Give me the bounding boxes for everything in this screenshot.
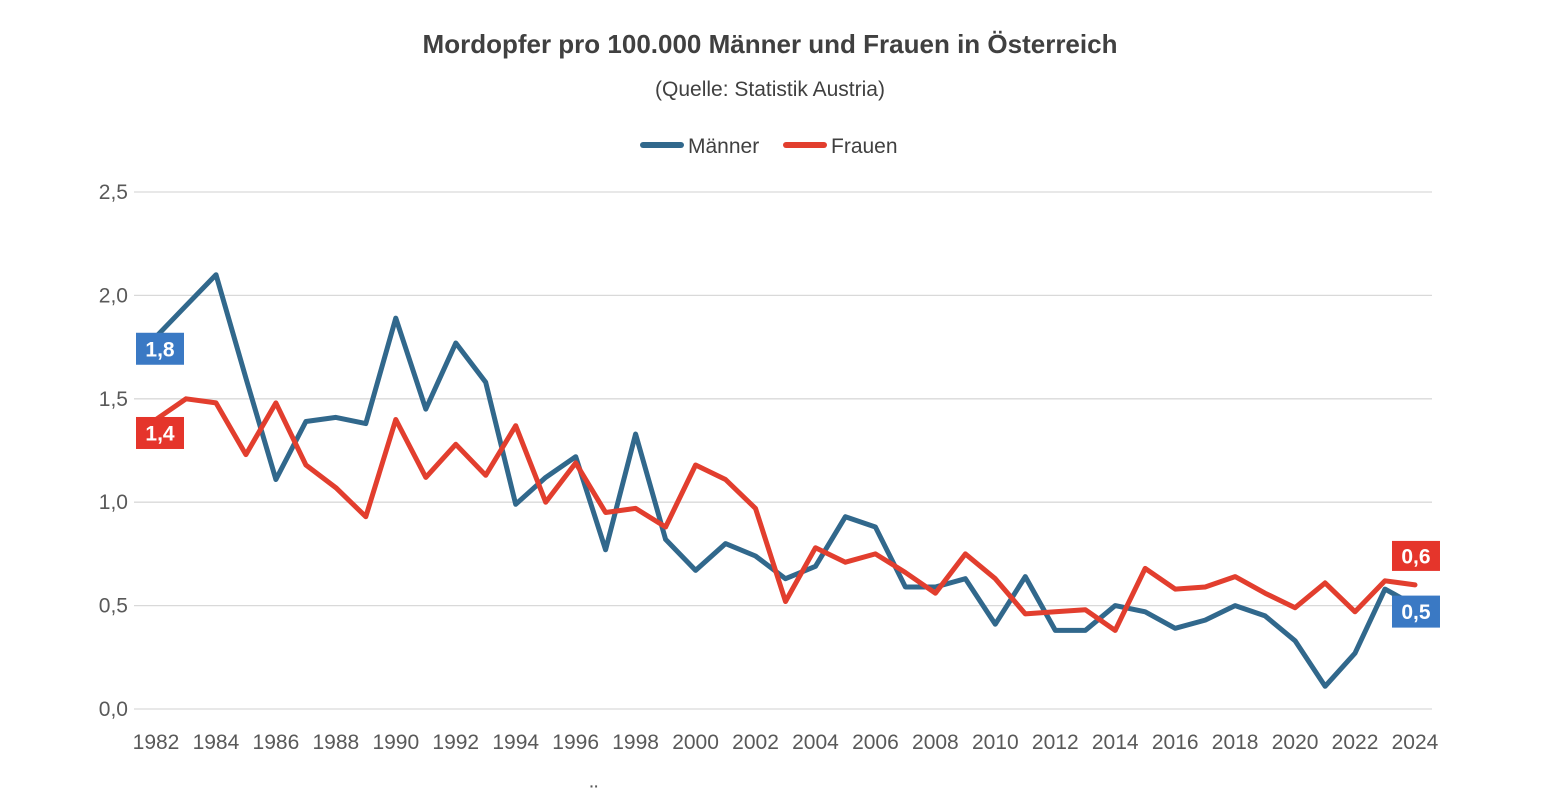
chart-subtitle: (Quelle: Statistik Austria) bbox=[655, 78, 885, 101]
point-label-text: 1,8 bbox=[145, 338, 175, 361]
x-tick-label: 2006 bbox=[852, 731, 899, 754]
x-tick-label: 2008 bbox=[912, 731, 959, 754]
y-axis-tick-labels: 0,0 0,5 1,0 1,5 2,0 2,5 bbox=[99, 181, 128, 721]
x-tick-label: 1984 bbox=[193, 731, 240, 754]
x-tick-label: 1988 bbox=[312, 731, 359, 754]
point-label-box-1-4 bbox=[136, 416, 184, 449]
point-label-text: 0,6 bbox=[1401, 545, 1430, 568]
x-tick-label: 2024 bbox=[1392, 731, 1439, 754]
point-label-box-0-5 bbox=[1391, 595, 1440, 628]
series-line-frauen bbox=[153, 396, 1418, 633]
y-tick-label: 1,0 bbox=[99, 491, 128, 514]
data-series bbox=[153, 272, 1418, 689]
point-label-box-1-8 bbox=[136, 332, 184, 365]
y-tick-label: 0,0 bbox=[99, 698, 128, 721]
y-tick-label: 1,5 bbox=[99, 388, 128, 411]
x-tick-label: 1986 bbox=[253, 731, 300, 754]
x-tick-label: 2012 bbox=[1032, 731, 1079, 754]
x-tick-label: 1994 bbox=[492, 731, 539, 754]
x-tick-label: 1990 bbox=[372, 731, 419, 754]
gridlines bbox=[134, 191, 1432, 710]
point-label-text: 0,5 bbox=[1401, 601, 1431, 624]
point-label-text: 1,4 bbox=[145, 422, 175, 445]
x-axis-tick-labels: 1982 1984 1986 1988 1990 1992 1994 1996 1998 2000… bbox=[133, 731, 1439, 754]
x-tick-label: 2010 bbox=[972, 731, 1019, 754]
x-tick-label: 2020 bbox=[1272, 731, 1319, 754]
legend-label-männer: Männer bbox=[688, 135, 759, 158]
x-tick-label: 2002 bbox=[732, 731, 779, 754]
x-tick-label: 2000 bbox=[672, 731, 719, 754]
legend-label-frauen: Frauen bbox=[831, 135, 898, 158]
series-line-männer bbox=[153, 272, 1418, 689]
point-label-box-0-6 bbox=[1391, 540, 1440, 571]
legend-swatch-frauen bbox=[783, 142, 827, 148]
x-tick-label: 2018 bbox=[1212, 731, 1259, 754]
x-tick-label: 2022 bbox=[1332, 731, 1379, 754]
y-tick-label: 2,5 bbox=[99, 181, 128, 204]
x-tick-label: 1996 bbox=[552, 731, 599, 754]
y-tick-label: 2,0 bbox=[99, 284, 128, 307]
legend-swatch-männer bbox=[640, 142, 684, 148]
x-tick-label: 2014 bbox=[1092, 731, 1139, 754]
x-tick-label: 1982 bbox=[133, 731, 180, 754]
chart-title: Mordopfer pro 100.000 Männer und Frauen … bbox=[423, 29, 1118, 59]
data-point-labels: 1,8 1,4 0,6 0,5 bbox=[136, 332, 1440, 628]
x-tick-label: 2016 bbox=[1152, 731, 1199, 754]
cutoff-text-fragment: ¨ bbox=[590, 781, 598, 794]
y-tick-label: 0,5 bbox=[99, 595, 128, 618]
x-tick-label: 1998 bbox=[612, 731, 659, 754]
x-tick-label: 1992 bbox=[432, 731, 479, 754]
legend: Männer Frauen bbox=[640, 135, 898, 158]
x-tick-label: 2004 bbox=[792, 731, 839, 754]
